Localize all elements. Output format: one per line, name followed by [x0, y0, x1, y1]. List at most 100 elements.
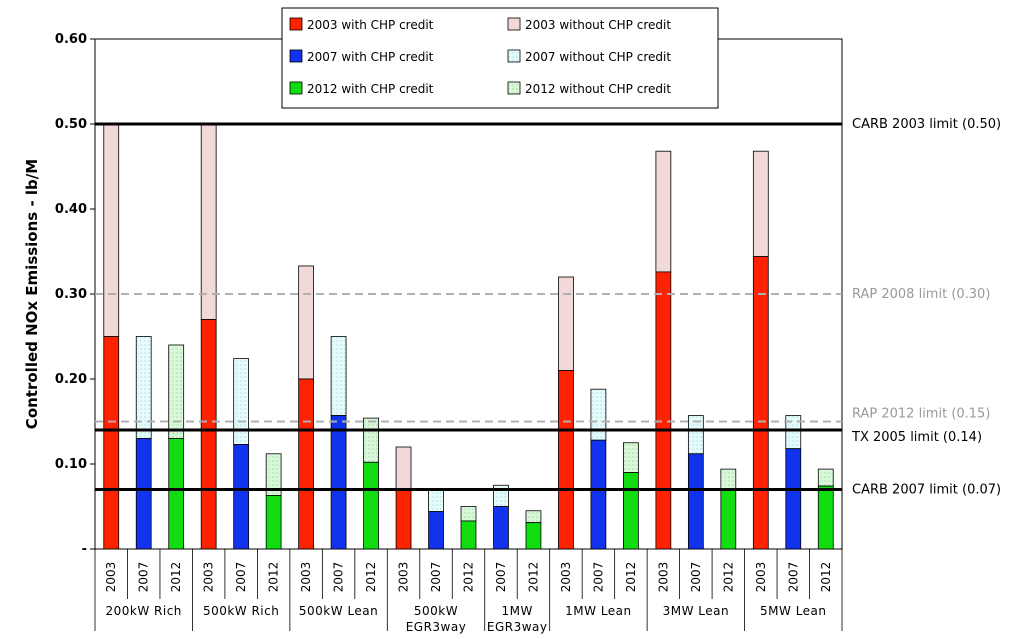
- reference-line-label: CARB 2007 limit (0.07): [852, 483, 1001, 498]
- bar-2007-without-credit: [330, 336, 347, 416]
- bar-2003-with-credit: [752, 256, 769, 550]
- x-group-label: 3MW Lean: [663, 604, 729, 618]
- bar-2007-without-credit: [590, 388, 607, 441]
- bar-2012-without-credit: [623, 442, 639, 473]
- bar-2012-without-credit: [363, 417, 379, 463]
- bar-2003-without-credit: [200, 123, 217, 320]
- x-year-label: 2012: [526, 562, 540, 593]
- x-year-label: 2007: [429, 562, 443, 593]
- x-group-label: 500kW Rich: [203, 604, 279, 618]
- bar-2003-without-credit: [395, 446, 412, 490]
- reference-line-label: CARB 2003 limit (0.50): [852, 117, 1001, 132]
- y-tick-label: 0.50: [55, 117, 87, 132]
- bar-2003-without-credit: [103, 123, 120, 337]
- legend-swatch: [289, 49, 303, 63]
- legend-swatch: [507, 81, 521, 95]
- bar-2007-without-credit: [233, 358, 250, 445]
- x-year-label: 2012: [267, 562, 281, 593]
- bar-2003-without-credit: [655, 150, 672, 273]
- x-year-label: 2007: [494, 562, 508, 593]
- x-year-label: 2003: [754, 562, 768, 593]
- legend: [281, 7, 719, 109]
- legend-label: 2012 with CHP credit: [307, 82, 434, 96]
- bar-2007-with-credit: [135, 438, 152, 550]
- x-year-label: 2003: [656, 562, 670, 593]
- x-group-label: 1MW Lean: [565, 604, 631, 618]
- x-group-label: EGR3way: [406, 620, 467, 634]
- legend-swatch: [507, 49, 521, 63]
- bar-2012-with-credit: [363, 461, 379, 550]
- bar-2007-without-credit: [135, 336, 152, 439]
- legend-label: 2003 with CHP credit: [307, 18, 434, 32]
- x-year-label: 2003: [559, 562, 573, 593]
- bar-2003-without-credit: [752, 150, 769, 257]
- legend-swatch: [289, 81, 303, 95]
- legend-label: 2012 without CHP credit: [525, 82, 671, 96]
- x-year-label: 2012: [364, 562, 378, 593]
- bar-2012-without-credit: [817, 468, 834, 487]
- x-year-label: 2007: [137, 562, 151, 593]
- bar-2003-with-credit: [655, 271, 672, 550]
- y-tick-label: 0.60: [55, 32, 87, 47]
- bar-2012-without-credit: [168, 344, 185, 439]
- bar-2003-with-credit: [298, 378, 314, 550]
- x-group-label: 1MW: [502, 604, 533, 618]
- bar-2003-without-credit: [298, 265, 314, 380]
- x-year-label: 2012: [721, 562, 735, 593]
- x-group-label: 500kW Lean: [299, 604, 378, 618]
- bar-2012-with-credit: [623, 472, 639, 550]
- legend-label: 2003 without CHP credit: [525, 18, 671, 32]
- x-year-label: 2003: [104, 562, 118, 593]
- legend-label: 2007 with CHP credit: [307, 50, 434, 64]
- legend-label: 2007 without CHP credit: [525, 50, 671, 64]
- bar-2012-with-credit: [525, 522, 542, 550]
- bar-2012-with-credit: [265, 495, 282, 550]
- bar-2007-with-credit: [590, 439, 607, 550]
- bar-2007-with-credit: [687, 453, 704, 550]
- y-tick-label: 0.20: [55, 372, 87, 387]
- x-group-label: 500kW: [414, 604, 458, 618]
- x-year-label: 2012: [819, 562, 833, 593]
- x-year-label: 2003: [397, 562, 411, 593]
- y-tick-label: -: [82, 542, 87, 557]
- bar-2012-without-credit: [460, 506, 477, 522]
- bar-2012-with-credit: [817, 485, 834, 550]
- x-year-label: 2003: [202, 562, 216, 593]
- x-year-label: 2007: [786, 562, 800, 593]
- bar-2007-without-credit: [428, 489, 444, 513]
- legend-swatch: [289, 17, 303, 31]
- x-year-label: 2007: [689, 562, 703, 593]
- reference-line-label: TX 2005 limit (0.14): [851, 430, 982, 445]
- x-year-label: 2012: [169, 562, 183, 593]
- y-tick-label: 0.40: [55, 202, 87, 217]
- bar-2007-with-credit: [233, 444, 250, 550]
- bar-2012-with-credit: [168, 438, 185, 550]
- x-group-label: 5MW Lean: [760, 604, 826, 618]
- x-year-label: 2007: [591, 562, 605, 593]
- bar-2003-without-credit: [558, 276, 574, 371]
- x-year-label: 2007: [234, 562, 248, 593]
- x-group-label: EGR3way: [487, 620, 548, 634]
- x-year-label: 2012: [462, 562, 476, 593]
- x-year-label: 2003: [299, 562, 313, 593]
- reference-line-label: RAP 2012 limit (0.15): [852, 407, 990, 422]
- bar-2007-with-credit: [330, 415, 347, 550]
- legend-swatch: [507, 17, 521, 31]
- bar-2007-with-credit: [493, 506, 509, 550]
- y-tick-label: 0.10: [55, 457, 87, 472]
- bar-2003-with-credit: [558, 370, 574, 550]
- y-axis-title: Controlled NOx Emissions - lb/M: [23, 159, 41, 429]
- x-year-label: 2007: [332, 562, 346, 593]
- bar-2012-with-credit: [460, 520, 477, 550]
- x-year-label: 2012: [624, 562, 638, 593]
- y-tick-label: 0.30: [55, 287, 87, 302]
- bar-2003-with-credit: [395, 489, 412, 550]
- bar-2012-without-credit: [525, 510, 542, 524]
- reference-line-label: RAP 2008 limit (0.30): [852, 287, 990, 302]
- bar-2007-with-credit: [428, 511, 444, 550]
- bar-2012-without-credit: [720, 468, 737, 490]
- bar-2012-with-credit: [720, 489, 737, 550]
- bar-2007-with-credit: [785, 448, 802, 550]
